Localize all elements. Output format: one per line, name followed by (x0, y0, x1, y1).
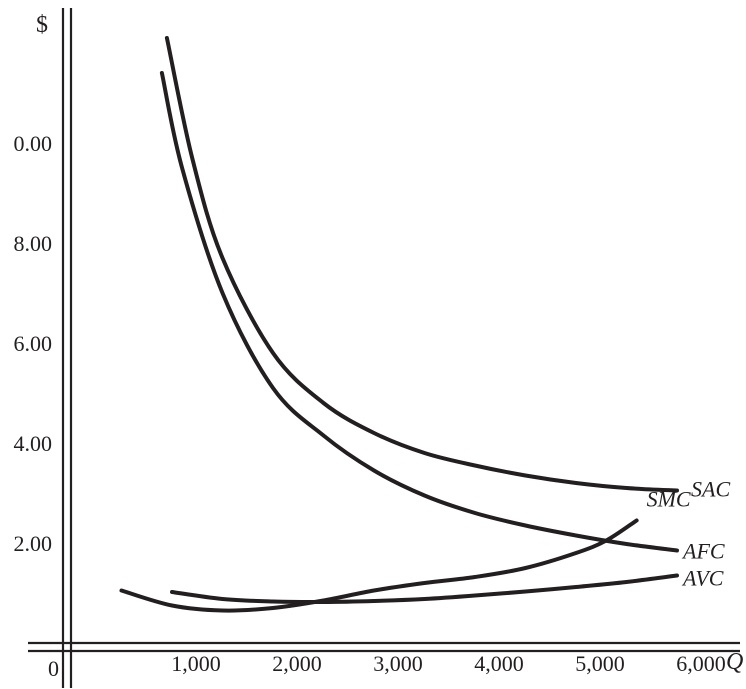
x-tick-labels: 1,000 2,000 3,000 4,000 5,000 6,000 (171, 651, 726, 676)
y-tick-label: 6.00 (14, 331, 53, 356)
curve-afc (159, 71, 679, 553)
x-tick-label: 5,000 (575, 651, 625, 676)
y-tick-label: 4.00 (14, 431, 53, 456)
cost-curves (119, 36, 679, 613)
curve-sac (164, 36, 679, 493)
curve-label-smc: SMC (647, 487, 691, 512)
x-tick-label: 1,000 (171, 651, 221, 676)
y-tick-labels: 2.00 4.00 6.00 8.00 0.00 (14, 131, 53, 556)
x-tick-label: 4,000 (474, 651, 524, 676)
curve-smc (119, 518, 639, 613)
curve-label-sac: SAC (691, 477, 730, 502)
curve-label-afc: AFC (681, 539, 725, 564)
y-tick-label: 0.00 (14, 131, 53, 156)
axes (28, 8, 740, 688)
x-tick-label: 6,000 (676, 651, 726, 676)
y-tick-label: 8.00 (14, 231, 53, 256)
y-axis-title: $ (36, 12, 48, 38)
origin-label: 0 (48, 656, 59, 681)
x-tick-label: 2,000 (272, 651, 322, 676)
x-tick-label: 3,000 (373, 651, 423, 676)
x-axis-title: Q (726, 649, 743, 675)
curve-avc (170, 573, 679, 605)
y-tick-label: 2.00 (14, 531, 53, 556)
curve-label-avc: AVC (681, 566, 724, 591)
